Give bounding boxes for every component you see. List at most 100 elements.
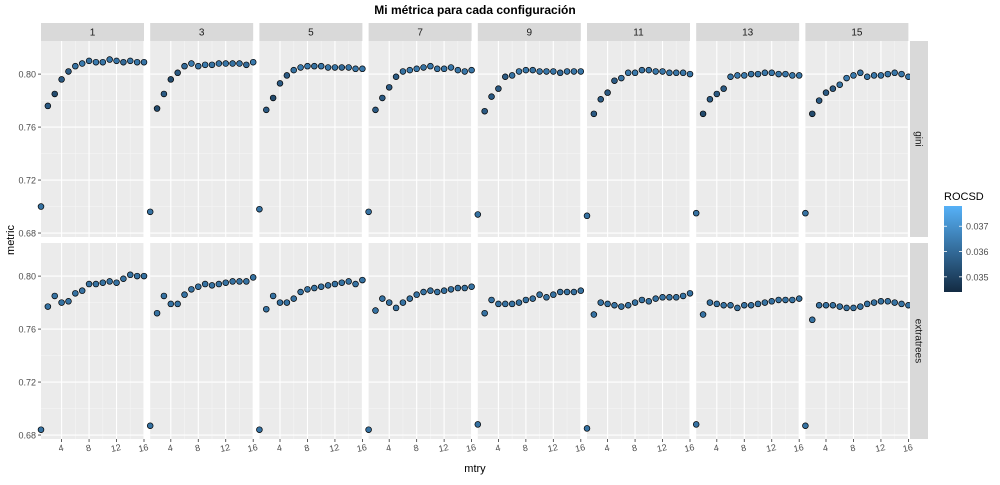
x-tick-label: 4 [167,443,174,454]
data-point [611,77,618,84]
panel-gini-11 [583,41,694,237]
data-point [597,96,604,103]
data-point [590,110,598,118]
strip-col-9 [477,23,581,41]
x-tick-label: 8 [522,443,529,454]
data-point [502,300,509,308]
data-point [543,294,550,301]
data-point [37,426,45,433]
data-point [550,291,557,298]
data-point [673,69,680,77]
data-point [836,303,843,310]
data-point [447,286,455,293]
data-point [673,294,680,301]
data-point [666,294,673,301]
data-point [529,66,536,74]
data-point [440,287,448,294]
data-point [372,106,379,114]
x-tick-label: 8 [631,443,638,454]
data-point [195,283,202,290]
data-point [58,76,65,83]
panels-layer: 1 0.68 0.72 0.76 0.80 0.68 0.72 0.76 0.80 4 8 12 16 3… [18,23,928,454]
data-point [243,278,250,285]
data-point [345,278,352,285]
data-point [597,299,604,306]
data-point [229,60,236,67]
data-point [385,84,393,91]
data-point [583,212,591,220]
data-point [706,299,714,306]
panel-gini-13 [692,41,803,237]
data-point [283,72,291,79]
legend-colorbar [944,206,962,292]
data-point [297,288,304,296]
data-point [440,65,448,73]
data-point [631,299,639,306]
data-point [99,58,107,66]
data-point [392,73,400,81]
y-tick-label: 0.68 [18,229,36,239]
x-tick-label: 4 [57,443,64,454]
data-point [563,68,571,75]
data-point [522,66,530,74]
x-tick-label: 12 [110,442,122,454]
data-point [782,296,789,304]
data-point [146,422,154,430]
data-point [133,58,141,66]
data-point [508,300,516,308]
data-point [898,70,905,78]
legend-title: ROCSD [944,191,984,203]
legend: ROCSD 0.037 0.036 0.035 [944,191,989,292]
x-tick-label: 4 [822,443,829,454]
data-point [699,110,707,118]
data-point [877,298,885,305]
data-point [365,426,372,433]
legend-tick-label: 0.036 [966,247,989,257]
strip-col-15 [805,23,909,41]
y-tick-label: 0.72 [18,176,36,186]
data-point [58,299,65,306]
data-point [427,287,434,294]
data-point [167,300,175,308]
data-point [829,301,837,309]
data-point [65,68,72,75]
y-tick-label: 0.76 [18,325,36,335]
data-point [720,301,727,309]
data-point [891,69,898,77]
data-point [468,66,475,74]
panel-extratrees-13 [692,243,803,439]
data-point [734,72,741,79]
data-point [590,311,598,318]
panel-bg [477,243,581,439]
data-point [406,295,414,302]
data-point [822,89,830,96]
data-point [106,56,113,63]
x-tick-label: 12 [874,442,886,454]
data-point [222,279,229,286]
data-point [72,62,79,70]
data-point [359,65,366,73]
strip-col-label: 15 [851,28,863,39]
data-point [324,282,332,289]
data-point [188,286,195,293]
data-point [652,295,659,302]
panel-bg [587,243,690,439]
data-point [850,304,857,312]
data-point [624,69,632,77]
data-point [624,301,632,309]
x-tick-label: 4 [494,443,501,454]
strip-row-label: gini [913,131,924,147]
data-point [201,61,209,69]
y-tick-label: 0.72 [18,378,36,388]
x-tick-label: 16 [247,442,259,454]
data-point [768,69,775,77]
data-point [249,274,257,281]
data-point [789,72,796,79]
data-point [508,72,516,79]
data-point [802,422,809,430]
data-point [236,60,243,67]
x-tick-label: 8 [303,443,310,454]
data-point [488,296,495,304]
data-point [276,80,284,87]
